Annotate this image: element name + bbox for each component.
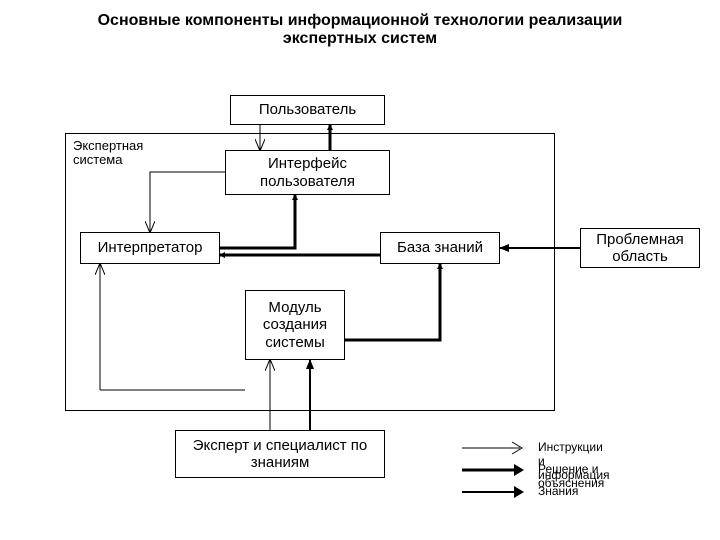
expert-system-frame-label: Экспертная система — [73, 139, 143, 168]
node-problem-domain: Проблемная область — [580, 228, 700, 268]
diagram-title: Основные компоненты информационной техно… — [0, 12, 720, 48]
node-expert: Эксперт и специалист по знаниям — [175, 430, 385, 478]
node-interpreter: Интерпретатор — [80, 232, 220, 264]
node-system-builder: Модуль создания системы — [245, 290, 345, 360]
node-user: Пользователь — [230, 95, 385, 125]
title-line1: Основные компоненты информационной техно… — [0, 12, 720, 30]
title-line2: экспертных систем — [0, 30, 720, 48]
legend-label: Знания — [538, 484, 578, 498]
node-knowledge-base: База знаний — [380, 232, 500, 264]
diagram-canvas: Основные компоненты информационной техно… — [0, 0, 720, 540]
node-user-interface: Интерфейс пользователя — [225, 150, 390, 195]
